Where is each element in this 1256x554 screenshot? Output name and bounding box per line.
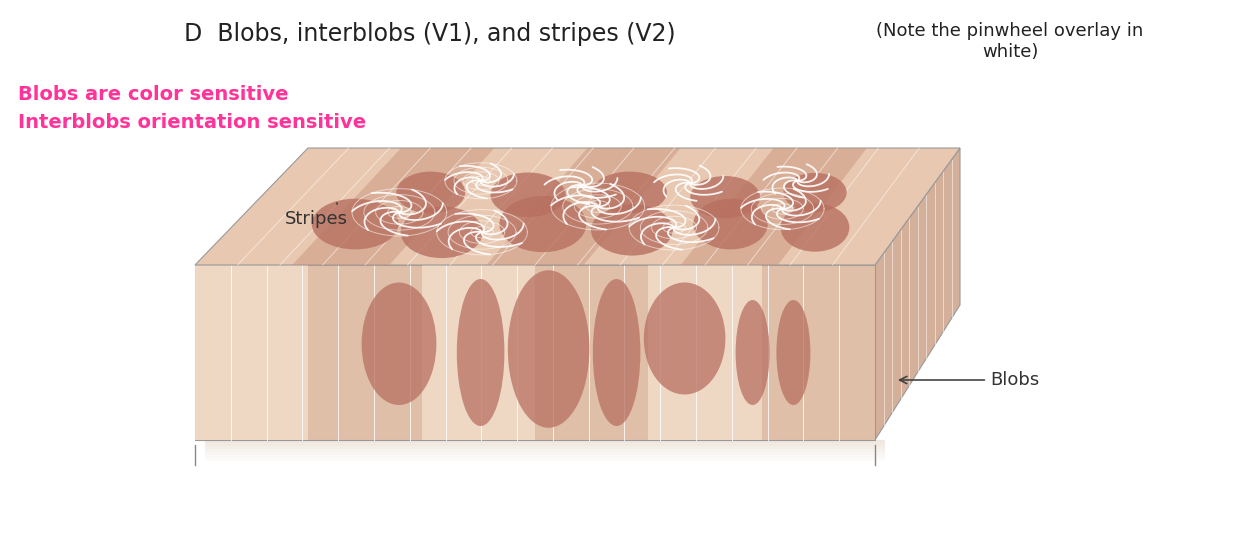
Ellipse shape bbox=[644, 283, 726, 394]
Ellipse shape bbox=[401, 207, 482, 258]
Polygon shape bbox=[535, 265, 648, 440]
Polygon shape bbox=[648, 265, 761, 440]
Ellipse shape bbox=[500, 196, 587, 252]
Ellipse shape bbox=[736, 300, 770, 405]
Polygon shape bbox=[205, 452, 885, 455]
Polygon shape bbox=[761, 265, 875, 440]
Polygon shape bbox=[195, 148, 960, 265]
Ellipse shape bbox=[593, 279, 641, 426]
Text: Interblobs orientation sensitive: Interblobs orientation sensitive bbox=[18, 113, 367, 132]
Ellipse shape bbox=[592, 204, 673, 255]
Ellipse shape bbox=[362, 283, 436, 405]
Ellipse shape bbox=[311, 199, 398, 249]
Text: D  Blobs, interblobs (V1), and stripes (V2): D Blobs, interblobs (V1), and stripes (V… bbox=[185, 22, 676, 46]
Ellipse shape bbox=[691, 176, 760, 218]
Ellipse shape bbox=[396, 172, 465, 213]
Polygon shape bbox=[195, 265, 875, 440]
Text: Stripes: Stripes bbox=[285, 203, 348, 228]
Text: Blobs are color sensitive: Blobs are color sensitive bbox=[18, 85, 289, 104]
Polygon shape bbox=[205, 440, 885, 443]
Ellipse shape bbox=[784, 173, 847, 212]
Ellipse shape bbox=[780, 203, 849, 252]
Polygon shape bbox=[422, 265, 535, 440]
Ellipse shape bbox=[457, 279, 505, 426]
Polygon shape bbox=[308, 265, 422, 440]
Ellipse shape bbox=[693, 199, 767, 249]
Polygon shape bbox=[205, 455, 885, 458]
Ellipse shape bbox=[491, 172, 565, 217]
Text: (Note the pinwheel overlay in
white): (Note the pinwheel overlay in white) bbox=[877, 22, 1144, 61]
Polygon shape bbox=[681, 148, 867, 265]
Text: Blobs: Blobs bbox=[899, 371, 1039, 389]
Polygon shape bbox=[875, 148, 960, 440]
Polygon shape bbox=[205, 446, 885, 449]
Ellipse shape bbox=[507, 270, 589, 428]
Polygon shape bbox=[293, 148, 495, 265]
Ellipse shape bbox=[776, 300, 810, 405]
Polygon shape bbox=[205, 443, 885, 446]
Polygon shape bbox=[486, 148, 681, 265]
Polygon shape bbox=[195, 265, 308, 440]
Polygon shape bbox=[205, 449, 885, 452]
Ellipse shape bbox=[592, 172, 667, 213]
